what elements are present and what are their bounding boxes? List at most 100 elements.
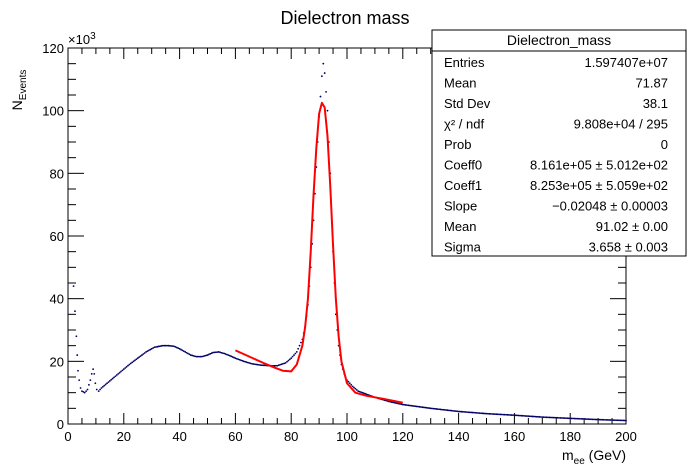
stats-row-label: Mean [444,219,477,234]
data-point [212,351,214,354]
data-point [513,414,516,417]
data-point [516,414,519,417]
data-point [480,412,482,415]
data-point [262,364,265,367]
data-point [597,418,599,421]
data-point [406,404,408,407]
data-point [447,409,450,412]
data-point [594,418,597,421]
data-point [612,419,615,422]
data-point [248,362,251,364]
data-point [141,354,143,356]
data-point [468,411,471,414]
data-point [288,358,291,361]
data-point [470,411,473,414]
stats-row-label: Coeff1 [444,178,482,193]
data-point [110,378,113,381]
data-point [281,362,284,365]
series-fit-line [234,101,403,404]
y-tick-label: 40 [50,292,64,307]
stats-row-value: −0.02048 ± 0.00003 [552,199,668,214]
data-point [605,419,608,421]
data-point [325,90,327,93]
data-point [415,405,418,408]
data-point [523,414,526,417]
data-point [364,392,367,395]
data-point [120,370,122,373]
data-point [128,363,131,366]
data-point [78,379,81,382]
data-point [452,409,454,412]
data-point [153,346,156,349]
data-point [425,406,428,409]
data-point [491,413,493,415]
data-point [552,416,555,419]
data-point [203,354,206,357]
stats-rows: Entries 1.597407e+07 Mean 71.87 Std Dev 38.1 χ… [444,55,668,255]
data-point [486,412,489,415]
data-point [100,387,103,389]
data-point [83,391,86,394]
data-point [577,417,580,420]
data-point [154,346,157,348]
data-point [417,405,420,408]
data-point [482,412,485,415]
data-point [459,410,461,413]
data-point [149,348,152,351]
data-point [228,354,231,357]
data-point [156,345,159,348]
data-point [461,410,464,413]
data-point [489,412,492,415]
data-point [438,408,440,411]
x-tick-label: 140 [448,429,470,444]
data-point [217,351,220,353]
data-point [450,409,453,412]
chart-title: Dielectron mass [280,8,409,28]
data-point [195,355,198,358]
data-point [219,351,221,354]
data-point [170,345,173,347]
data-point [353,386,355,389]
data-point [553,416,556,419]
data-point [230,355,233,358]
data-point [210,352,213,355]
data-point [453,410,456,412]
data-point [439,408,442,411]
data-point [283,362,286,365]
data-point [613,419,616,422]
data-point [326,109,329,112]
data-point [436,408,439,411]
data-point [473,411,475,414]
data-point [224,353,227,355]
x-tick-label: 20 [117,429,131,444]
stats-row-label: Mean [444,76,477,91]
data-point [484,412,487,415]
data-point [467,411,470,414]
data-point [560,417,563,419]
y-exponent-base: ×10 [68,32,90,47]
stats-row-value: 38.1 [643,96,668,111]
data-point [520,414,523,417]
y-tick-label: 0 [57,417,64,432]
x-axis-title-unit: (GeV) [585,447,626,463]
data-point [227,354,230,357]
data-point [322,62,325,65]
data-point [496,413,499,416]
data-point [94,382,97,385]
data-point [276,364,279,367]
data-point [171,345,174,348]
data-point [410,404,413,407]
data-point [290,357,293,360]
data-point [247,361,249,364]
data-point [107,381,110,383]
data-point [295,351,298,353]
data-point [361,391,364,394]
data-point [599,418,602,421]
data-point [570,417,573,420]
data-point [143,352,146,354]
data-point [556,416,559,419]
x-axis-title-sub: ee [574,456,586,467]
data-point [576,417,579,420]
data-point [573,417,576,420]
